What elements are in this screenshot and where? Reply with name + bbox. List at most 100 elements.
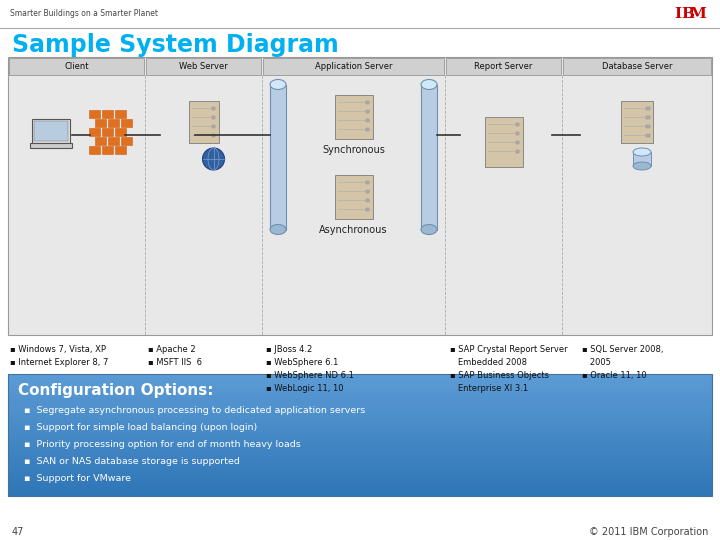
Bar [30,143,72,148]
Bar [8,465,712,470]
Bar [8,392,712,396]
Bar [121,119,132,127]
Bar [212,116,215,119]
Bar [8,395,712,400]
Bar [32,119,70,143]
Bar [516,150,519,153]
Bar [102,128,113,136]
Bar [146,58,261,75]
Bar [366,199,369,202]
Bar [446,58,561,75]
Ellipse shape [633,148,651,156]
Text: Database Server: Database Server [602,62,672,71]
Bar [366,118,369,122]
Text: ▪ Internet Explorer 8, 7: ▪ Internet Explorer 8, 7 [10,358,109,367]
Bar [646,125,649,128]
Text: Embedded 2008: Embedded 2008 [450,358,527,367]
Bar [95,119,106,127]
Bar [212,125,215,128]
Bar [516,123,519,126]
Bar [8,444,712,448]
Text: B: B [682,7,695,21]
Bar [212,106,215,110]
Bar [335,175,372,219]
Bar [9,58,144,75]
Bar [8,420,712,424]
Bar [8,469,712,472]
Text: 2005: 2005 [582,358,611,367]
Bar [121,137,132,145]
Text: Application Server: Application Server [315,62,392,71]
Bar [8,399,712,402]
Bar [366,190,369,193]
Bar [8,462,712,467]
Bar [8,481,712,485]
Text: ▪  Support for simple load balancing (upon login): ▪ Support for simple load balancing (upo… [24,423,257,432]
Ellipse shape [421,79,437,90]
Bar [115,146,126,154]
Text: ▪ Windows 7, Vista, XP: ▪ Windows 7, Vista, XP [10,345,106,354]
Bar [633,152,651,166]
Bar [8,426,712,430]
Bar [8,478,712,482]
Bar [8,386,712,390]
Ellipse shape [270,225,286,234]
Bar [563,58,711,75]
Text: Synchronous: Synchronous [322,145,385,155]
Text: ▪ JBoss 4.2: ▪ JBoss 4.2 [266,345,312,354]
Bar [108,119,119,127]
Bar [8,487,712,491]
Text: ▪ WebLogic 11, 10: ▪ WebLogic 11, 10 [266,384,343,393]
Bar [621,101,653,143]
Bar [366,110,369,113]
Bar [8,380,712,384]
Bar [8,475,712,478]
Bar [34,121,68,141]
Bar [8,410,712,415]
Text: ▪ WebSphere 6.1: ▪ WebSphere 6.1 [266,358,338,367]
Text: ▪ SAP Crystal Report Server: ▪ SAP Crystal Report Server [450,345,567,354]
Bar [8,460,712,463]
Bar [115,128,126,136]
Bar [115,110,126,118]
Bar [8,404,712,409]
Bar [8,423,712,427]
Text: I: I [675,7,682,21]
Bar [8,484,712,488]
Bar [8,383,712,387]
Circle shape [202,148,225,170]
Text: ▪ Oracle 11, 10: ▪ Oracle 11, 10 [582,371,647,380]
Text: ▪  Segregate asynchronous processing to dedicated application servers: ▪ Segregate asynchronous processing to d… [24,406,365,415]
Bar [366,180,369,184]
Bar [212,133,215,137]
Ellipse shape [421,225,437,234]
Bar [8,450,712,454]
Text: ▪  Priority processing option for end of month heavy loads: ▪ Priority processing option for end of … [24,440,301,449]
Bar [8,441,712,445]
Text: ▪  Support for VMware: ▪ Support for VMware [24,474,131,483]
Bar [108,137,119,145]
Text: ▪ Apache 2: ▪ Apache 2 [148,345,196,354]
Bar [89,128,100,136]
Text: Report Server: Report Server [474,62,533,71]
Text: ▪  SAN or NAS database storage is supported: ▪ SAN or NAS database storage is support… [24,457,240,466]
Bar [335,95,372,139]
Bar [102,146,113,154]
Text: Configuration Options:: Configuration Options: [18,382,214,397]
Text: M: M [690,7,706,21]
Bar [270,84,286,230]
Bar [8,374,712,496]
Text: Asynchronous: Asynchronous [319,225,388,235]
Bar [366,100,369,104]
Text: ▪ SQL Server 2008,: ▪ SQL Server 2008, [582,345,664,354]
Bar [8,456,712,461]
Text: 47: 47 [12,527,24,537]
Bar [516,140,519,144]
Text: Enterprise XI 3.1: Enterprise XI 3.1 [450,384,528,393]
Text: Client: Client [64,62,89,71]
Bar [485,117,523,167]
Text: Smarter Buildings on a Smarter Planet: Smarter Buildings on a Smarter Planet [10,10,158,18]
Bar [421,84,437,230]
Bar [8,401,712,406]
Text: ▪ SAP Business Objects: ▪ SAP Business Objects [450,371,549,380]
